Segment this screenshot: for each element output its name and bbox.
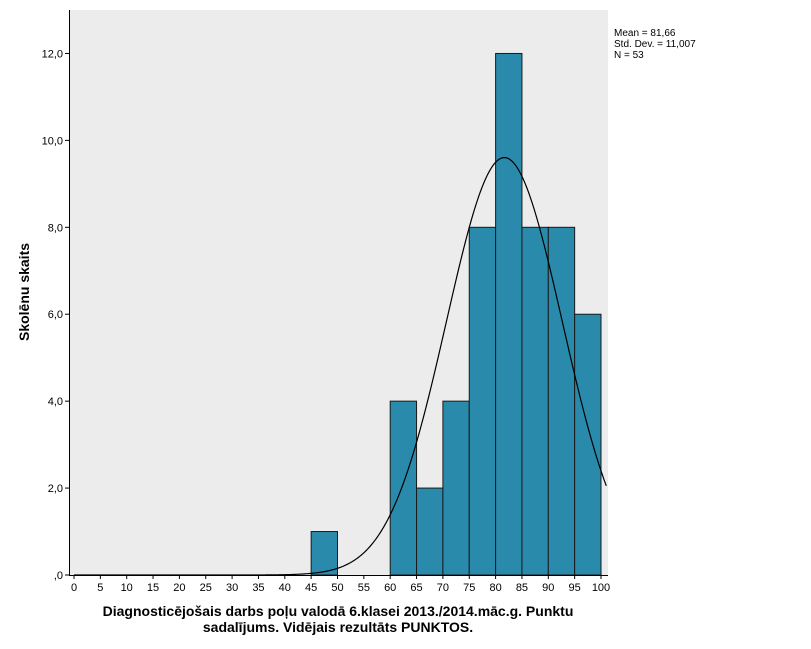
x-tick-label-35: 35	[252, 582, 264, 594]
y-tick-label-12: 12,0	[42, 48, 63, 60]
y-tick-label-4: 4,0	[48, 396, 63, 408]
histogram-bar-65-70	[416, 487, 444, 576]
x-tick-label-90: 90	[542, 582, 554, 594]
x-tick-label-70: 70	[437, 582, 449, 594]
histogram-bar-95-100	[574, 313, 602, 576]
x-tick-label-60: 60	[384, 582, 396, 594]
histogram-bar-85-90	[521, 226, 549, 576]
histogram-bar-45-50	[310, 531, 338, 576]
histogram-bar-70-75	[442, 400, 470, 576]
x-tick-label-100: 100	[592, 582, 610, 594]
x-axis-title-line-1: Diagnosticējošais darbs poļu valodā 6.kl…	[103, 603, 574, 619]
x-tick-label-20: 20	[173, 582, 185, 594]
bars-layer	[310, 52, 602, 576]
x-tick-label-0: 0	[71, 582, 77, 594]
x-tick-label-80: 80	[489, 582, 501, 594]
x-tick-label-45: 45	[305, 582, 317, 594]
stats-n: N = 53	[614, 50, 644, 61]
y-tick-label-10: 10,0	[42, 135, 63, 147]
y-tick-label-2: 2,0	[48, 483, 63, 495]
stats-mean: Mean = 81,66	[614, 28, 676, 39]
y-tick-label-8: 8,0	[48, 222, 63, 234]
x-tick-label-15: 15	[147, 582, 159, 594]
x-axis-title-line-2: sadalījums. Vidējais rezultāts PUNKTOS.	[203, 619, 473, 635]
x-tick-label-30: 30	[226, 582, 238, 594]
x-tick-label-10: 10	[121, 582, 133, 594]
x-ticks-layer: 0 5 10 15 20 25 30 35 40 45 50 55 60 65 70 75 80 85 90 95 10…	[71, 575, 610, 594]
x-tick-label-40: 40	[279, 582, 291, 594]
histogram-bar-90-95	[547, 226, 576, 576]
y-tick-label-0: ,0	[54, 570, 63, 582]
y-tick-label-6: 6,0	[48, 309, 63, 321]
stats-std-dev: Std. Dev. = 11,007	[614, 39, 696, 50]
x-tick-label-25: 25	[200, 582, 212, 594]
x-tick-label-55: 55	[358, 582, 370, 594]
x-tick-label-75: 75	[463, 582, 475, 594]
histogram-bar-60-65	[389, 400, 418, 576]
x-tick-label-95: 95	[569, 582, 581, 594]
histogram-bar-75-80	[468, 226, 497, 576]
y-axis-title: Skolēnu skaits	[16, 243, 32, 341]
y-ticks-layer: ,0 2,0 4,0 6,0 8,0 10,0 12,0	[42, 48, 69, 582]
x-tick-label-85: 85	[516, 582, 528, 594]
x-tick-label-50: 50	[331, 582, 343, 594]
x-tick-label-5: 5	[97, 582, 103, 594]
histogram-bar-80-85	[495, 52, 523, 576]
x-tick-label-65: 65	[410, 582, 422, 594]
